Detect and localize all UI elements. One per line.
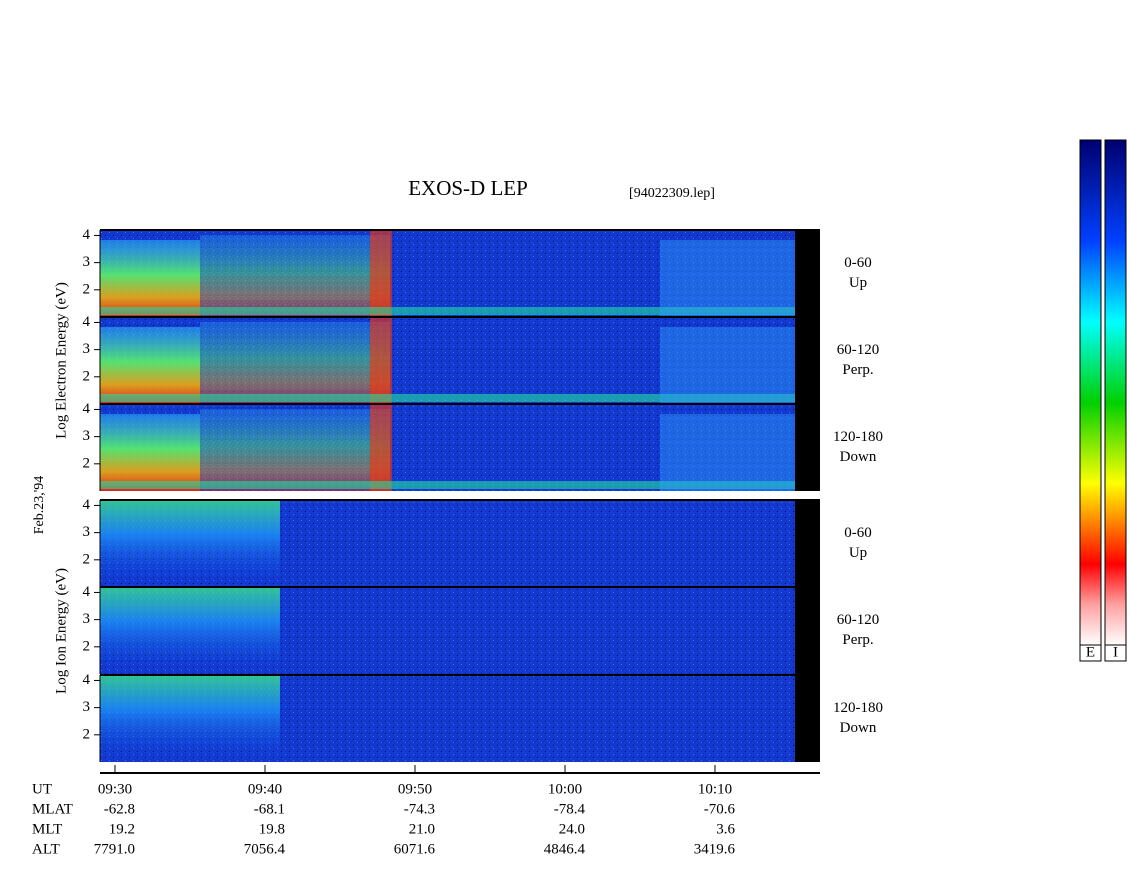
file-name: [94022309.lep]: [629, 186, 715, 201]
orbit-label: MLAT: [32, 801, 73, 817]
orbit-value: 3.6: [716, 821, 735, 837]
orbit-value: 3419.6: [694, 841, 736, 857]
y-tick-label: 3: [83, 524, 91, 540]
date-label: Feb.23,'94: [32, 476, 47, 535]
flux-region: [100, 414, 200, 491]
flux-region: [660, 414, 795, 491]
orbit-value: 4846.4: [544, 841, 586, 857]
flux-region: [100, 240, 200, 317]
orbit-label: ALT: [32, 841, 60, 857]
orbit-value: 6071.6: [394, 841, 436, 857]
direction-label: Up: [849, 275, 867, 291]
flux-region: [100, 675, 280, 762]
orbit-value: 24.0: [559, 821, 585, 837]
flux-region: [660, 240, 795, 317]
chart-title: EXOS-D LEP: [408, 176, 528, 200]
flux-region: [200, 322, 390, 404]
flux-region: [200, 235, 390, 317]
direction-label: Down: [840, 720, 877, 736]
orbit-value: -62.8: [104, 801, 135, 817]
y-tick-label: 2: [83, 281, 91, 297]
direction-label: Down: [840, 449, 877, 465]
flux-band: [100, 394, 795, 402]
data-gap: [795, 404, 820, 491]
colorbar-label: I: [1113, 644, 1118, 660]
colorbar-label: E: [1086, 644, 1095, 660]
y-tick-label: 3: [83, 428, 91, 444]
x-tick-label: 10:00: [548, 781, 582, 797]
flux-band: [370, 230, 392, 317]
y-tick-label: 2: [83, 368, 91, 384]
orbit-value: 7056.4: [244, 841, 286, 857]
plots: Log Electron Energy (eV) 2 3 4 0-60 Up 2 3 4 60-1…: [32, 227, 883, 858]
data-gap: [795, 587, 820, 674]
flux-region: [660, 327, 795, 404]
flux-band: [100, 481, 795, 489]
y-tick-label: 4: [83, 497, 91, 513]
orbit-value: -68.1: [254, 801, 285, 817]
y-tick-label: 4: [83, 227, 91, 243]
y-tick-label: 2: [83, 726, 91, 742]
y-tick-label: 2: [83, 638, 91, 654]
data-gap: [795, 230, 820, 317]
orbit-value: -70.6: [704, 801, 736, 817]
x-tick-label: 09:50: [398, 781, 432, 797]
y-axis-label: Log Ion Energy (eV): [53, 568, 69, 694]
y-tick-label: 2: [83, 455, 91, 471]
y-tick-label: 4: [83, 584, 91, 600]
y-tick-label: 4: [83, 314, 91, 330]
flux-band: [370, 317, 392, 404]
flux-band: [370, 404, 392, 491]
angle-label: 60-120: [837, 342, 880, 358]
orbit-label: MLT: [32, 821, 62, 837]
angle-label: 120-180: [833, 700, 883, 716]
y-tick-label: 4: [83, 672, 91, 688]
direction-label: Perp.: [842, 632, 873, 648]
orbit-value: -78.4: [554, 801, 586, 817]
orbit-value: 21.0: [409, 821, 435, 837]
flux-region: [100, 587, 280, 674]
x-axis-label: UT: [32, 781, 52, 797]
direction-label: Up: [849, 545, 867, 561]
x-tick-label: 09:30: [98, 781, 132, 797]
colorbar: [1104, 139, 1127, 646]
flux-region: [100, 500, 280, 587]
orbit-value: 19.2: [109, 821, 135, 837]
flux-region: [200, 409, 390, 491]
colorbar-box: [1079, 644, 1102, 662]
y-tick-label: 3: [83, 611, 91, 627]
flux-band: [100, 307, 795, 315]
data-gap: [795, 500, 820, 587]
orbit-value: 19.8: [259, 821, 285, 837]
flux-region: [100, 327, 200, 404]
angle-label: 0-60: [844, 525, 872, 541]
x-tick-label: 09:40: [248, 781, 282, 797]
angle-label: 60-120: [837, 612, 880, 628]
angle-label: 0-60: [844, 255, 872, 271]
y-tick-label: 2: [83, 551, 91, 567]
data-gap: [795, 675, 820, 762]
orbit-value: -74.3: [404, 801, 435, 817]
x-tick-label: 10:10: [698, 781, 732, 797]
colorbars: E I: [1079, 139, 1127, 662]
y-tick-label: 3: [83, 341, 91, 357]
direction-label: Perp.: [842, 362, 873, 378]
colorbar-box: [1104, 644, 1127, 662]
colorbar: [1079, 139, 1102, 646]
data-gap: [795, 317, 820, 404]
orbit-value: 7791.0: [94, 841, 135, 857]
angle-label: 120-180: [833, 429, 883, 445]
y-tick-label: 4: [83, 401, 91, 417]
y-tick-label: 3: [83, 254, 91, 270]
y-axis-label: Log Electron Energy (eV): [53, 282, 69, 439]
y-tick-label: 3: [83, 699, 91, 715]
